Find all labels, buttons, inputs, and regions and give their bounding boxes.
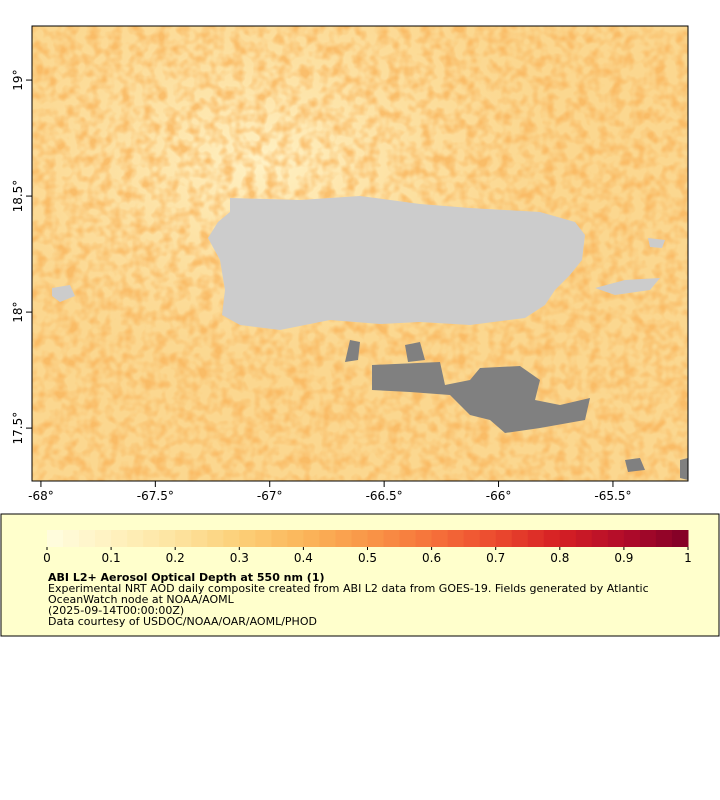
colorbar-step [639,530,657,547]
axes: -68° -67.5° -67° -66.5° -66° -65.5° 17.5° 18° 18… [11,69,631,503]
colorbar-step [655,530,673,547]
colorbar-step [463,530,481,547]
colorbar-step [591,530,609,547]
colorbar-step [111,530,128,547]
x-tick-label: -67.5° [137,489,174,503]
no-data [345,340,688,480]
colorbar-step [63,530,80,547]
colorbar-tick-label: 0.2 [166,551,185,565]
colorbar-tick-label: 1 [684,551,692,565]
colorbar-tick-label: 0.4 [294,551,313,565]
colorbar-tick-label: 0.7 [486,551,505,565]
colorbar-step [607,530,625,547]
colorbar-tick-label: 0.9 [614,551,633,565]
legend-title: ABI L2+ Aerosol Optical Depth at 550 nm … [48,571,325,584]
land [52,196,665,330]
colorbar-step [559,530,577,547]
y-tick-label: 17.5° [11,412,25,445]
colorbar-tick-label: 0 [43,551,51,565]
colorbar-step [47,530,64,547]
x-tick-label: -68° [28,489,54,503]
colorbar-tick-label: 0.8 [550,551,569,565]
colorbar-tick-label: 0.6 [422,551,441,565]
colorbar-step [575,530,593,547]
colorbar-step [383,530,401,547]
colorbar-step [479,530,497,547]
colorbar-step [223,530,240,547]
y-tick-label: 18.5° [11,180,25,213]
colorbar-step [527,530,545,547]
map-raster [32,26,688,481]
colorbar-step [143,530,160,547]
colorbar-step [671,530,689,547]
x-tick-label: -66.5° [366,489,403,503]
colorbar-step [415,530,433,547]
colorbar-step [79,530,96,547]
colorbar-tick-label: 0.5 [358,551,377,565]
colorbar-step [351,530,368,547]
colorbar-step [367,530,385,547]
colorbar-step [335,530,352,547]
colorbar-step [399,530,417,547]
colorbar-step [287,530,304,547]
colorbar: 0 0.1 0.2 0.3 0.4 0.5 0.6 0.7 0.8 0.9 1 [43,530,692,565]
x-tick-label: -67° [257,489,283,503]
colorbar-step [175,530,192,547]
colorbar-step [127,530,144,547]
x-tick-label: -66° [486,489,512,503]
colorbar-step [271,530,288,547]
colorbar-step [623,530,641,547]
colorbar-step [511,530,529,547]
colorbar-tick-label: 0.3 [230,551,249,565]
legend-line: Data courtesy of USDOC/NOAA/OAR/AOML/PHO… [48,615,317,628]
colorbar-step [303,530,320,547]
colorbar-step [431,530,449,547]
y-tick-label: 18° [11,301,25,322]
colorbar-step [239,530,256,547]
legend-line: OceanWatch node at NOAA/AOML [48,593,235,606]
colorbar-step [255,530,272,547]
colorbar-step [319,530,336,547]
legend-line: (2025-09-14T00:00:00Z) [48,604,184,617]
colorbar-step [159,530,176,547]
legend-line: Experimental NRT AOD daily composite cre… [48,582,649,595]
colorbar-step [543,530,561,547]
colorbar-tick-label: 0.1 [102,551,121,565]
colorbar-step [207,530,224,547]
y-tick-label: 19° [11,69,25,90]
x-tick-label: -65.5° [594,489,631,503]
colorbar-step [191,530,208,547]
map-frame [31,25,689,482]
colorbar-step [447,530,465,547]
colorbar-step [95,530,112,547]
colorbar-step [495,530,513,547]
